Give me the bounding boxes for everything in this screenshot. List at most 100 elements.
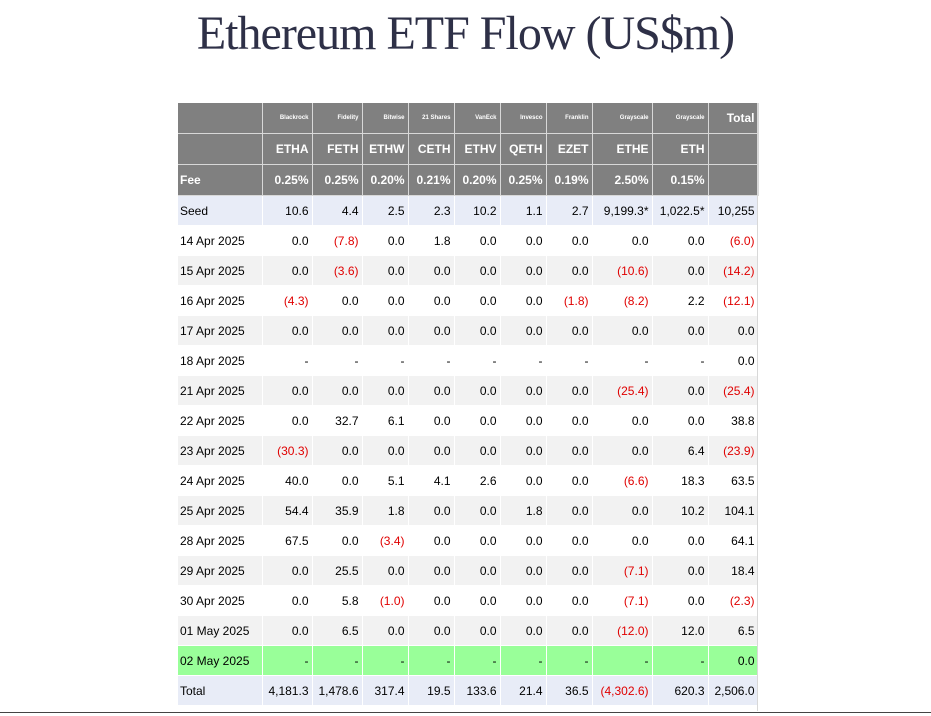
cell-date: 15 Apr 2025 (178, 255, 263, 286)
seed-row: Seed 10.6 4.4 2.5 2.3 10.2 1.1 2.7 9,199.3* 1,022… (178, 195, 759, 226)
cell-qeth: - (500, 645, 547, 676)
cell-ceth: - (408, 345, 455, 376)
cell-qeth: 0.0 (500, 315, 547, 346)
cell-ezet: 0.0 (546, 375, 593, 406)
cell-ceth: 4.1 (408, 465, 455, 496)
cell-ezet: 2.7 (546, 195, 593, 226)
fee-header-row-total (708, 164, 759, 196)
cell-eth: 0.0 (652, 405, 709, 436)
cell-ethw: 6.1 (362, 405, 409, 436)
cell-feth: 0.0 (312, 285, 363, 316)
table-row: 14 Apr 2025 0.0 (7.8) 0.0 1.8 0.0 0.0 0.0 0.0 0.0… (178, 225, 759, 256)
cell-etha: 0.0 (262, 615, 313, 646)
cell-total: (23.9) (708, 435, 759, 466)
etf-flow-table: Blackrock Fidelity Bitwise 21 Shares VanEck I… (178, 103, 759, 706)
cell-ethw: 0.0 (362, 615, 409, 646)
table-row: 15 Apr 2025 0.0 (3.6) 0.0 0.0 0.0 0.0 0.0 (10.6)… (178, 255, 759, 286)
cell-ethv: 0.0 (454, 585, 501, 616)
cell-ethe: 0.0 (592, 495, 653, 526)
cell-eth: 1,022.5* (652, 195, 709, 226)
cell-qeth: 0.0 (500, 465, 547, 496)
issuer-header-row-ethv: VanEck (454, 103, 501, 134)
cell-qeth: 1.1 (500, 195, 547, 226)
fee-header-row-ceth: 0.21% (408, 164, 455, 196)
cell-ethe: 0.0 (592, 525, 653, 556)
fee-header-row-ezet: 0.19% (546, 164, 593, 196)
cell-eth: 2.2 (652, 285, 709, 316)
cell-date: 18 Apr 2025 (178, 345, 263, 376)
cell-total: 38.8 (708, 405, 759, 436)
cell-total: 64.1 (708, 525, 759, 556)
cell-total: (25.4) (708, 375, 759, 406)
cell-ezet: 0.0 (546, 615, 593, 646)
cell-ethv: 0.0 (454, 615, 501, 646)
cell-etha: 40.0 (262, 465, 313, 496)
cell-etha: (30.3) (262, 435, 313, 466)
ticker-header-row-ezet: EZET (546, 133, 593, 165)
cell-etha: 0.0 (262, 585, 313, 616)
cell-ethv: 10.2 (454, 195, 501, 226)
cell-eth: 0.0 (652, 525, 709, 556)
issuer-header-row-date (178, 103, 263, 134)
cell-ethw: 2.5 (362, 195, 409, 226)
cell-ethv: 133.6 (454, 675, 501, 706)
fee-header-row-date: Fee (178, 164, 263, 196)
cell-ethw: (1.0) (362, 585, 409, 616)
table-row: 21 Apr 2025 0.0 0.0 0.0 0.0 0.0 0.0 0.0 (25.4) 0.… (178, 375, 759, 406)
cell-ethv: 0.0 (454, 225, 501, 256)
total-row: Total 4,181.3 1,478.6 317.4 19.5 133.6 21.4 36.… (178, 675, 759, 706)
fee-header-row-etha: 0.25% (262, 164, 313, 196)
cell-etha: - (262, 345, 313, 376)
cell-eth: 6.4 (652, 435, 709, 466)
table-row: 17 Apr 2025 0.0 0.0 0.0 0.0 0.0 0.0 0.0 0.0 0.0 0.… (178, 315, 759, 346)
cell-ethe: 0.0 (592, 405, 653, 436)
cell-qeth: 0.0 (500, 255, 547, 286)
table-row: 23 Apr 2025 (30.3) 0.0 0.0 0.0 0.0 0.0 0.0 0.0 6.… (178, 435, 759, 466)
issuer-header-row-ethw: Bitwise (362, 103, 409, 134)
cell-feth: 35.9 (312, 495, 363, 526)
table-row: 28 Apr 2025 67.5 0.0 (3.4) 0.0 0.0 0.0 0.0 0.0 0.… (178, 525, 759, 556)
cell-ethw: - (362, 345, 409, 376)
cell-ethw: 0.0 (362, 255, 409, 286)
cell-ceth: 0.0 (408, 435, 455, 466)
cell-feth: 0.0 (312, 525, 363, 556)
cell-ceth: 1.8 (408, 225, 455, 256)
cell-qeth: 0.0 (500, 225, 547, 256)
cell-etha: 0.0 (262, 315, 313, 346)
cell-etha: 67.5 (262, 525, 313, 556)
cell-ethw: 0.0 (362, 555, 409, 586)
cell-ezet: 0.0 (546, 405, 593, 436)
cell-ceth: 0.0 (408, 285, 455, 316)
cell-eth: 0.0 (652, 315, 709, 346)
cell-qeth: 0.0 (500, 285, 547, 316)
fee-header-row-ethw: 0.20% (362, 164, 409, 196)
cell-total: (14.2) (708, 255, 759, 286)
cell-ethw: 0.0 (362, 435, 409, 466)
cell-ezet: - (546, 645, 593, 676)
ticker-header-row: ETHA FETH ETHW CETH ETHV QETH EZET ETHE ETH (178, 133, 759, 165)
cell-ethe: (4,302.6) (592, 675, 653, 706)
cell-etha: (4.3) (262, 285, 313, 316)
cell-ceth: 0.0 (408, 525, 455, 556)
cell-eth: 0.0 (652, 375, 709, 406)
cell-ethv: 2.6 (454, 465, 501, 496)
ticker-header-row-date (178, 133, 263, 165)
cell-qeth: 0.0 (500, 405, 547, 436)
cell-ezet: 0.0 (546, 255, 593, 286)
cell-date: 23 Apr 2025 (178, 435, 263, 466)
cell-ethw: (3.4) (362, 525, 409, 556)
cell-feth: 0.0 (312, 315, 363, 346)
cell-total: 0.0 (708, 315, 759, 346)
cell-ethv: - (454, 345, 501, 376)
cell-qeth: 1.8 (500, 495, 547, 526)
cell-ethv: 0.0 (454, 255, 501, 286)
table-row: 29 Apr 2025 0.0 25.5 0.0 0.0 0.0 0.0 0.0 (7.1) 0.… (178, 555, 759, 586)
cell-ethe: 0.0 (592, 315, 653, 346)
table-row: 01 May 2025 0.0 6.5 0.0 0.0 0.0 0.0 0.0 (12.0) 12… (178, 615, 759, 646)
cell-ethv: - (454, 645, 501, 676)
cell-ezet: 0.0 (546, 465, 593, 496)
cell-feth: - (312, 645, 363, 676)
cell-ceth: 0.0 (408, 405, 455, 436)
cell-feth: 6.5 (312, 615, 363, 646)
cell-ethv: 0.0 (454, 285, 501, 316)
